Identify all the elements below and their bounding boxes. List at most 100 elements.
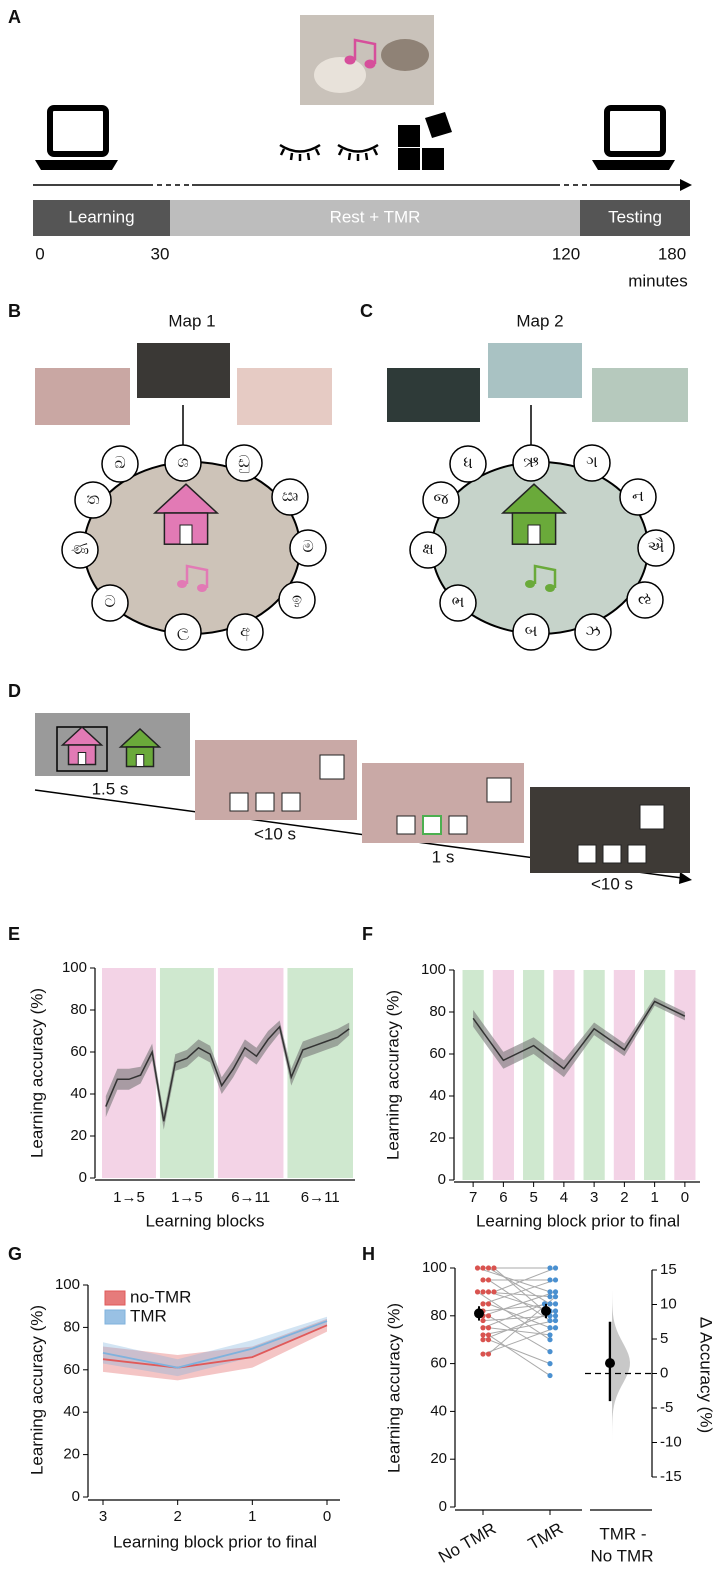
- legend-label: TMR: [130, 1306, 167, 1325]
- difference-label: TMR -: [599, 1524, 646, 1543]
- symbol-card: [281, 792, 301, 812]
- symbol-node: [91, 584, 129, 622]
- symbol-node: [439, 584, 477, 622]
- series-line: [102, 1320, 328, 1369]
- symbol-card: [627, 844, 647, 864]
- symbol: ඉ: [292, 591, 302, 608]
- room-photo: [237, 368, 332, 425]
- panel-label: E: [8, 924, 20, 944]
- panel-label: B: [8, 301, 21, 321]
- block-band: [462, 970, 484, 1180]
- subject-dot: [547, 1349, 553, 1355]
- x-axis-label: Learning blocks: [145, 1211, 264, 1230]
- y-tick-label: 20: [429, 1129, 446, 1146]
- y-tick-label: 40: [63, 1403, 80, 1420]
- y-tick-label: 60: [429, 1045, 446, 1062]
- y-tick-label: 40: [429, 1087, 446, 1104]
- symbol-node: [574, 613, 612, 651]
- block-band: [583, 970, 605, 1180]
- x-tick-label: 0: [323, 1508, 331, 1525]
- subject-dot: [552, 1325, 559, 1331]
- symbol-card: [577, 844, 597, 864]
- laptop-base: [592, 160, 675, 170]
- pair-line: [482, 1303, 545, 1329]
- segment-label: Rest + TMR: [330, 207, 421, 226]
- subject-dot: [485, 1351, 492, 1357]
- y-tick-label: 100: [55, 1276, 80, 1293]
- y-tick-label: 60: [63, 1361, 80, 1378]
- symbol-node: [449, 445, 487, 483]
- symbol: ધ: [463, 455, 473, 472]
- symbol-node: [626, 581, 664, 619]
- coffee-cup: [381, 39, 429, 71]
- symbol: ઝ: [585, 623, 600, 640]
- subject-dot: [480, 1351, 486, 1357]
- map-title: Map 2: [516, 311, 563, 330]
- symbol: ન: [632, 488, 644, 505]
- subject-dot: [480, 1317, 486, 1324]
- time-tick-label: 0: [35, 244, 44, 263]
- x-axis-label: Learning block prior to final: [476, 1211, 680, 1230]
- subject-dot: [480, 1337, 486, 1343]
- duration-label: 1.5 s: [92, 779, 129, 798]
- error-band: [473, 997, 685, 1078]
- y-tick-label: 0: [439, 1498, 447, 1515]
- subject-dot: [547, 1361, 553, 1367]
- symbol: ક્ષ: [422, 541, 434, 558]
- accuracy-line: [105, 1025, 350, 1122]
- y-tick-label: 40: [70, 1085, 87, 1102]
- symbol-card: [422, 815, 442, 835]
- symbol-node: [225, 444, 263, 482]
- y-axis-label: Δ Accuracy (%): [697, 1317, 716, 1433]
- y-tick-label: 60: [430, 1355, 447, 1372]
- block-band: [492, 970, 514, 1180]
- symbol: ත: [87, 491, 100, 508]
- symbol-node: [164, 613, 202, 651]
- y-axis-label: Learning accuracy (%): [384, 1303, 403, 1473]
- time-tick-label: 180: [658, 244, 686, 263]
- y-axis-label: Learning accuracy (%): [27, 988, 46, 1158]
- music-note: [533, 564, 557, 588]
- block-band: [287, 968, 353, 1178]
- symbol: જ: [433, 491, 449, 508]
- x-axis-label: Learning block prior to final: [113, 1532, 317, 1551]
- puzzle-piece: [398, 125, 420, 147]
- x-tick-label: 3: [590, 1189, 598, 1206]
- duration-label: 1 s: [432, 847, 455, 866]
- timeline-segment: [170, 200, 580, 236]
- subject-dot: [547, 1325, 553, 1331]
- subject-dot: [552, 1317, 559, 1324]
- x-tick-label: 2: [173, 1508, 181, 1525]
- cue-house: [135, 754, 145, 767]
- x-tick-label: 7: [469, 1189, 477, 1206]
- y-tick-label: 20: [430, 1450, 447, 1467]
- subject-dot: [480, 1301, 486, 1307]
- group-label: 6→11: [301, 1189, 340, 1206]
- room-photo: [195, 740, 357, 820]
- block-band: [674, 970, 696, 1180]
- subject-dot: [485, 1301, 492, 1307]
- note-head: [344, 55, 356, 65]
- room-photo: [488, 343, 582, 398]
- y-tick-label: 100: [421, 961, 446, 978]
- difference-mean: [605, 1358, 615, 1369]
- coffee-cup: [314, 57, 366, 93]
- pair-line: [482, 1315, 556, 1322]
- laptop-screen: [47, 105, 109, 157]
- group-label: 6→11: [231, 1189, 270, 1206]
- symbol: ණ: [71, 541, 89, 558]
- subject-dot: [491, 1289, 497, 1295]
- x-tick-label: 0: [681, 1189, 689, 1206]
- difference-label: No TMR: [591, 1546, 654, 1565]
- symbol-node: [619, 478, 657, 516]
- laptop-base: [35, 160, 118, 170]
- segment-label: Testing: [608, 207, 662, 226]
- subject-dot: [547, 1337, 553, 1343]
- subject-dot: [485, 1277, 492, 1283]
- subject-dot: [547, 1277, 553, 1283]
- bootstrap-distribution: [612, 1290, 630, 1450]
- pair-line: [488, 1267, 551, 1305]
- x-tick-label: 5: [529, 1189, 537, 1206]
- map-house: [527, 524, 541, 545]
- symbol-node: [61, 531, 99, 569]
